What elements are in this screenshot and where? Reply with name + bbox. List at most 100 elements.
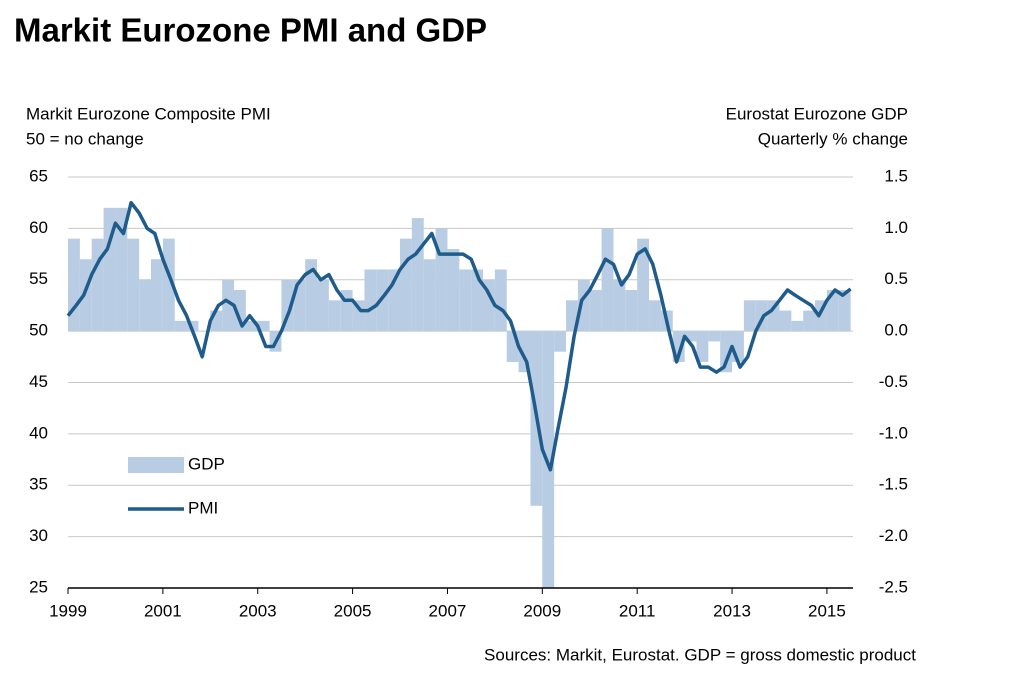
gdp-bar <box>494 269 507 332</box>
gdp-bar <box>554 331 567 352</box>
gdp-bar <box>400 238 412 332</box>
gdp-bar <box>91 238 104 332</box>
y-tick-label: 45 <box>29 372 48 391</box>
y-tick-label: 35 <box>29 475 48 494</box>
axes: 25 30 35 40 45 50 55 60 65 -2.5 -2.0 -1.5 -1.0 -0.5 0.… <box>29 166 908 620</box>
gdp-bar <box>245 320 258 332</box>
gdp-bar <box>838 290 851 332</box>
left-axis-label: 50 = no change <box>26 129 144 148</box>
y2-tick-label: -1.0 <box>879 423 908 442</box>
x-tick-label: 2013 <box>713 601 751 620</box>
right-axis-label: Eurostat Eurozone GDP <box>726 104 908 123</box>
gdp-bar <box>566 300 578 332</box>
gdp-bar <box>234 290 246 332</box>
gdp-bar <box>79 259 92 332</box>
y-tick-label: 40 <box>29 423 48 442</box>
gdp-bar <box>435 228 448 332</box>
gdp-bar <box>340 290 353 332</box>
gdp-bar <box>815 300 827 332</box>
gdp-bar <box>613 279 626 332</box>
gdp-bar <box>210 310 223 332</box>
y2-tick-label: -1.5 <box>879 475 908 494</box>
gdp-bar <box>506 331 519 362</box>
y2-tick-label: -2.5 <box>879 577 908 596</box>
lines <box>66 200 852 472</box>
gdp-bar <box>637 238 650 332</box>
gdp-bar <box>826 290 839 332</box>
gdp-bar <box>649 300 661 332</box>
gdp-bar <box>483 279 495 332</box>
pmi-line <box>66 200 852 472</box>
gdp-bar <box>791 320 804 332</box>
gdp-bar <box>601 228 614 332</box>
gdp-bar <box>68 238 80 332</box>
y-tick-label: 55 <box>29 269 48 288</box>
gdp-bar <box>411 218 424 332</box>
gdp-bar <box>767 300 780 332</box>
gdp-bar <box>423 259 436 332</box>
y-tick-label: 25 <box>29 577 48 596</box>
y-tick-label: 60 <box>29 218 48 237</box>
right-axis-label: Quarterly % change <box>758 129 908 148</box>
gdp-bar <box>589 290 602 332</box>
gdp-bar <box>743 300 756 332</box>
gdp-bar <box>293 279 306 332</box>
gdp-bar <box>388 269 401 332</box>
gdp-bar <box>257 320 270 332</box>
gdp-bar <box>115 207 128 332</box>
x-tick-label: 2005 <box>334 601 372 620</box>
gdp-bar <box>139 279 152 332</box>
gdp-bar <box>542 331 555 588</box>
gdp-bar <box>696 331 709 362</box>
gdp-bar <box>151 259 163 332</box>
x-tick-label: 2007 <box>429 601 467 620</box>
y2-tick-label: 0.0 <box>884 321 908 340</box>
y2-tick-label: 0.5 <box>884 269 908 288</box>
gdp-bar <box>103 207 116 332</box>
left-axis-label: Markit Eurozone Composite PMI <box>26 104 271 123</box>
x-tick-label: 2015 <box>808 601 846 620</box>
gdp-bar <box>459 269 472 332</box>
gdp-bar <box>328 300 341 332</box>
gdp-bar <box>127 238 140 332</box>
gdp-bar <box>672 331 685 362</box>
y-tick-label: 50 <box>29 321 48 340</box>
bars <box>68 207 851 588</box>
legend-swatch <box>128 457 184 473</box>
y-tick-label: 65 <box>29 166 48 185</box>
legend-label: GDP <box>188 454 225 473</box>
y-tick-label: 30 <box>29 526 48 545</box>
gdp-bar <box>281 279 294 332</box>
gdp-bar <box>162 238 175 332</box>
gdp-bar <box>222 279 235 332</box>
gdp-bar <box>174 320 187 332</box>
gdp-bar <box>186 320 199 332</box>
gdp-bar <box>471 269 484 332</box>
legend-label: PMI <box>188 498 218 517</box>
y2-tick-label: 1.5 <box>884 166 908 185</box>
x-tick-label: 1999 <box>49 601 87 620</box>
gdp-bar <box>708 331 721 342</box>
y2-tick-label: -2.0 <box>879 526 908 545</box>
gdp-bar <box>779 310 792 332</box>
source-note: Sources: Markit, Eurostat. GDP = gross d… <box>484 645 916 664</box>
gdp-bar <box>577 279 590 332</box>
x-tick-label: 2011 <box>619 601 656 620</box>
gdp-bar <box>447 248 460 332</box>
gdp-bar <box>732 331 744 362</box>
x-tick-label: 2003 <box>239 601 277 620</box>
gdp-bar <box>720 331 733 373</box>
x-tick-label: 2001 <box>144 601 182 620</box>
gdp-bar <box>317 279 329 332</box>
gdp-bar <box>625 290 638 332</box>
gdp-bar <box>352 300 365 332</box>
gdp-bar <box>755 300 768 332</box>
gdp-bar <box>684 331 697 342</box>
y2-tick-label: -0.5 <box>879 372 908 391</box>
x-tick-label: 2009 <box>523 601 561 620</box>
chart-title: Markit Eurozone PMI and GDP <box>14 12 487 49</box>
gdp-bar <box>364 269 377 332</box>
y2-tick-label: 1.0 <box>884 218 908 237</box>
